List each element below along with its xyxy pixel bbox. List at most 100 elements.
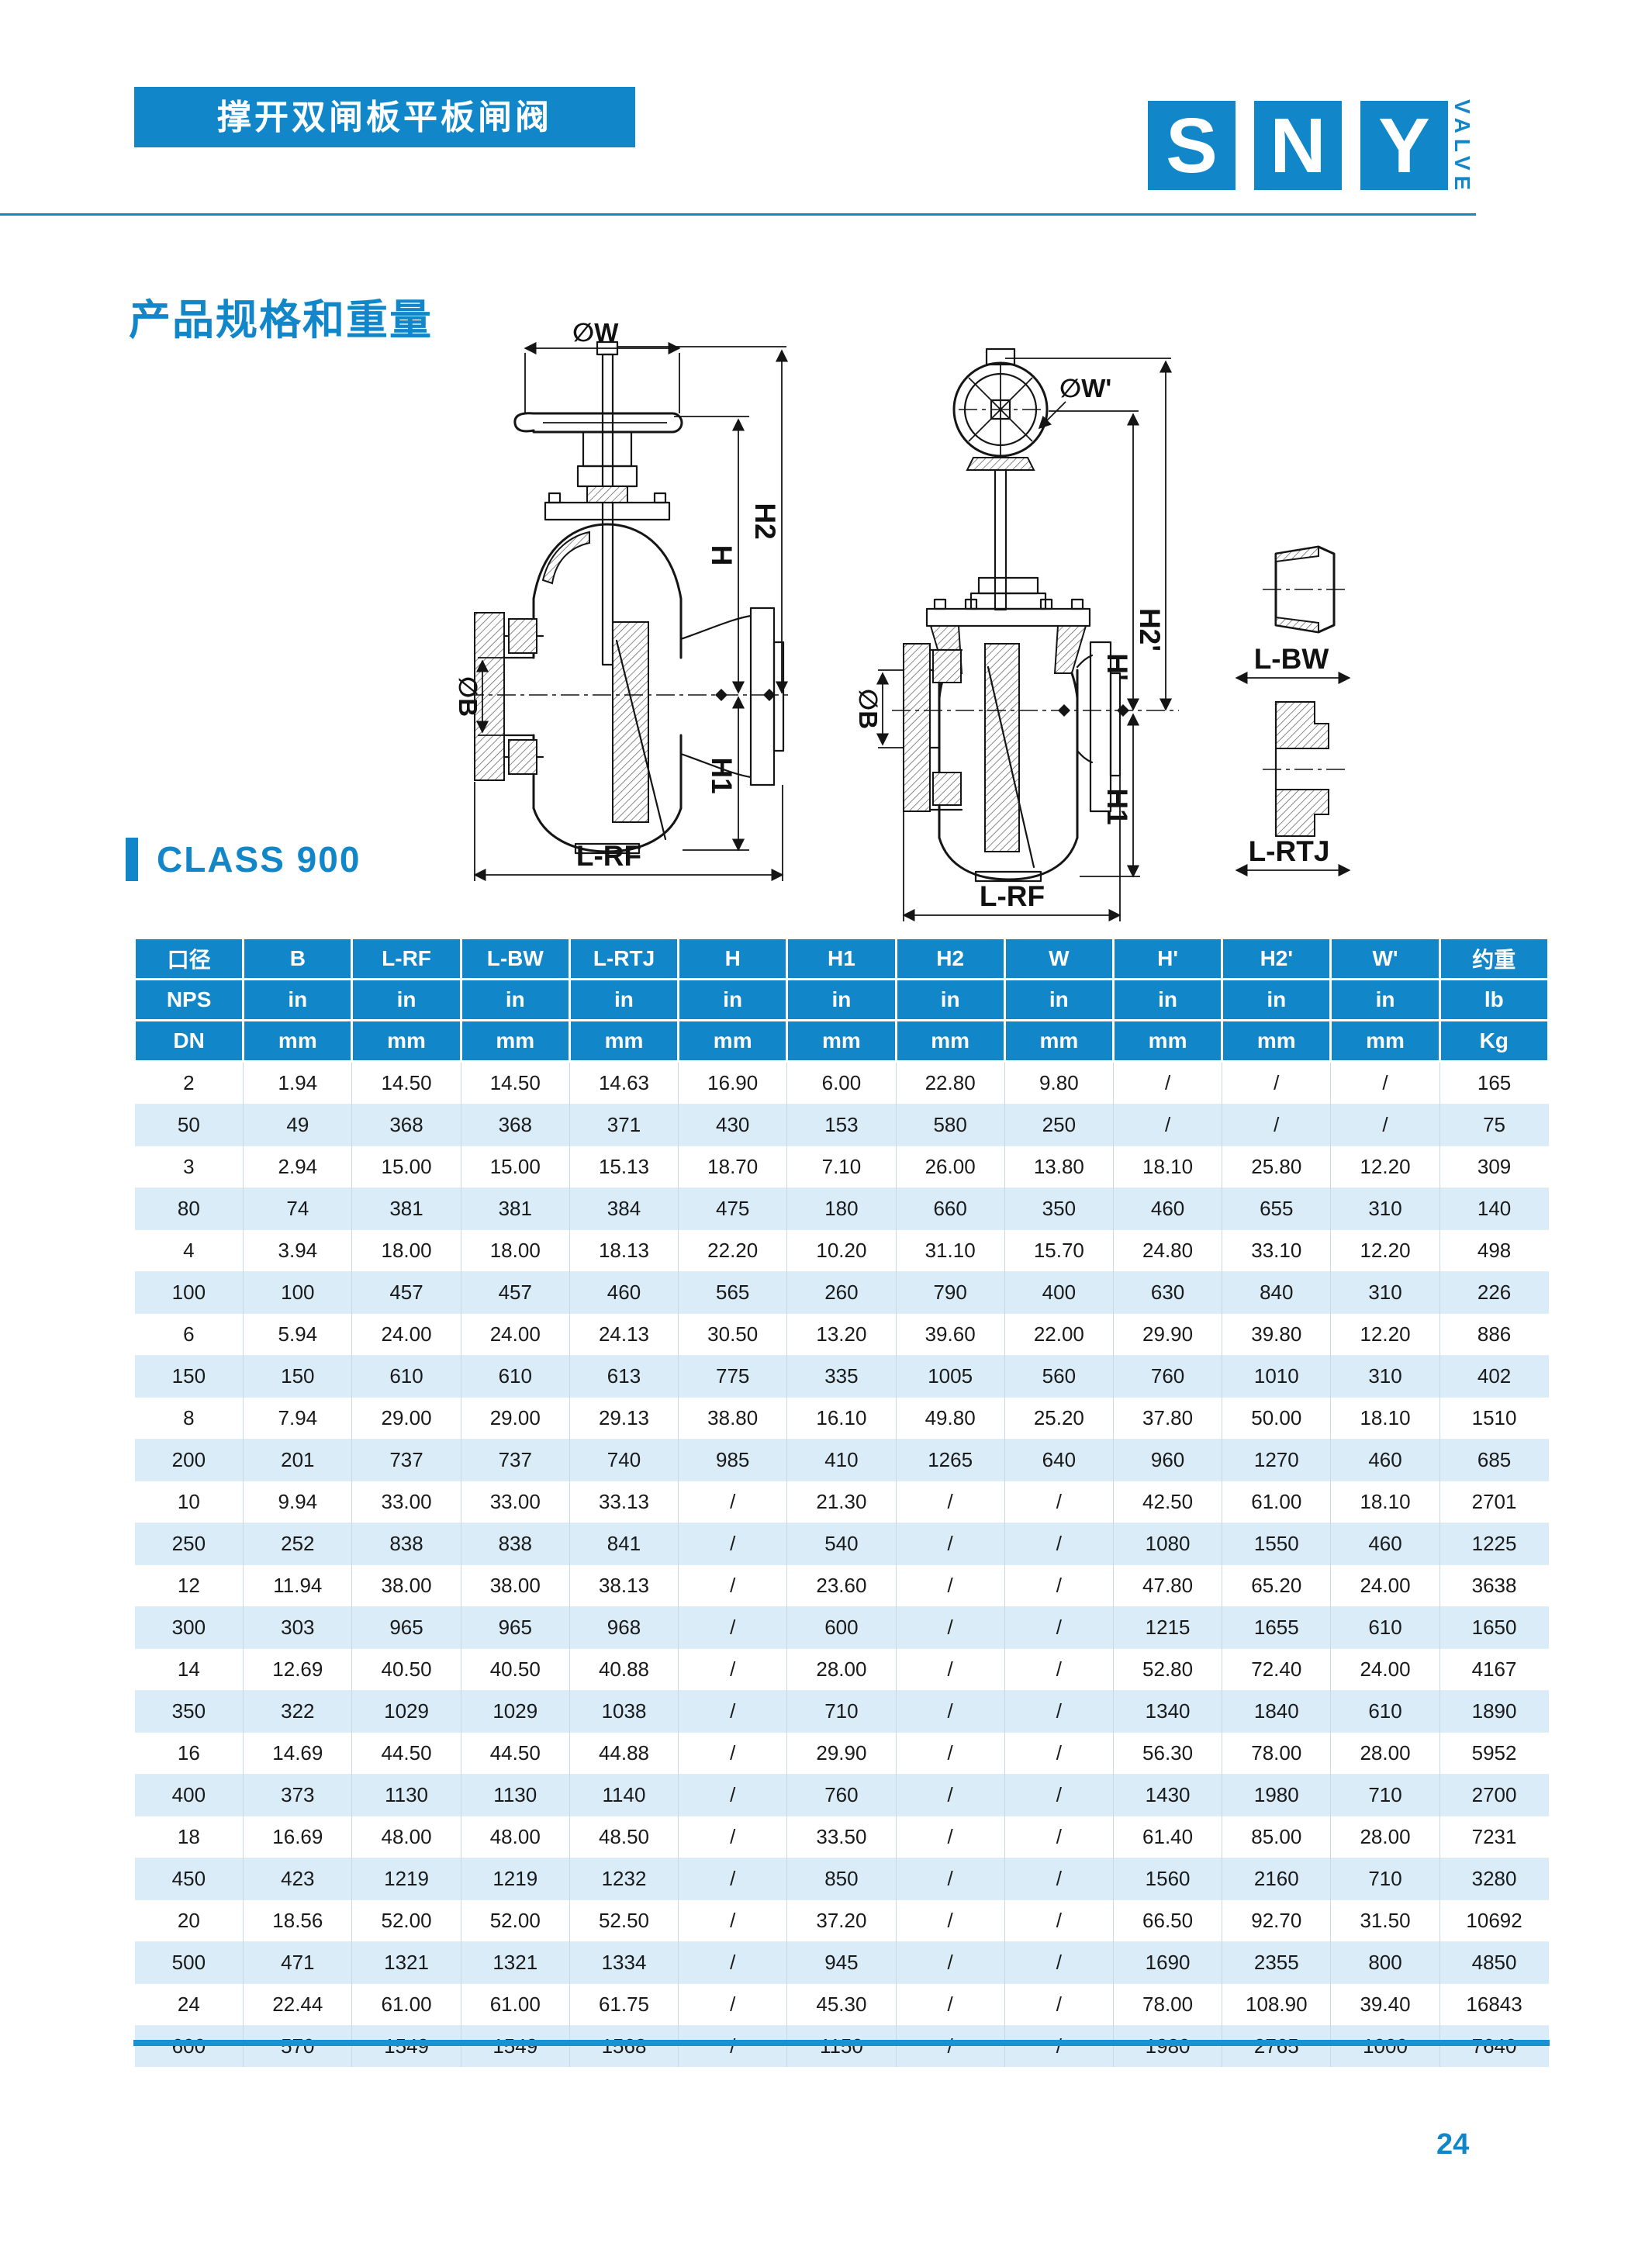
- table-cell: 44.50: [351, 1732, 461, 1775]
- table-cell: 7231: [1439, 1816, 1549, 1858]
- table-cell: 15.70: [1004, 1229, 1114, 1272]
- table-cell: 450: [134, 1858, 244, 1900]
- table-row: 3 2.94 15.00 15.00 15.13 18.70 7.10 26.00 13.80 1…: [134, 1146, 1549, 1188]
- table-cell: 309: [1439, 1146, 1549, 1188]
- table-row: 50 49 368 368 371 430 153 580 250///75: [134, 1104, 1549, 1146]
- table-cell: 960: [1112, 1439, 1223, 1481]
- table-cell: 52.80: [1112, 1648, 1223, 1691]
- table-cell: 560: [1004, 1355, 1114, 1398]
- table-cell: 38.13: [569, 1564, 679, 1607]
- table-cell: 4850: [1439, 1941, 1549, 1984]
- table-cell: 565: [678, 1271, 788, 1314]
- table-cell: /: [1004, 1523, 1114, 1565]
- table-cell: 580: [895, 1104, 1005, 1146]
- table-cell: /: [678, 1732, 788, 1775]
- table-cell: 10692: [1439, 1899, 1549, 1942]
- table-cell: 47.80: [1112, 1564, 1223, 1607]
- header-cell: H2: [894, 937, 1006, 980]
- table-cell: 1549: [351, 2025, 461, 2067]
- table-cell: 18.00: [460, 1229, 570, 1272]
- table-cell: 18.10: [1112, 1146, 1223, 1188]
- valve-drawings: ∅W H2 H H1 ∅B L-RF: [454, 318, 1351, 922]
- table-cell: /: [1004, 1732, 1114, 1775]
- table-cell: 2700: [1439, 1774, 1549, 1816]
- table-cell: 20: [134, 1899, 244, 1942]
- table-cell: 24.80: [1112, 1229, 1223, 1272]
- table-cell: 18.10: [1330, 1481, 1440, 1523]
- header-cell: H2': [1221, 937, 1332, 980]
- table-cell: 1650: [1439, 1606, 1549, 1649]
- table-cell: /: [678, 1481, 788, 1523]
- table-cell: 886: [1439, 1313, 1549, 1356]
- table-cell: 61.75: [569, 1983, 679, 2026]
- table-cell: 37.80: [1112, 1397, 1223, 1440]
- table-cell: 12.69: [243, 1648, 353, 1691]
- table-cell: 78.00: [1222, 1732, 1332, 1775]
- logo-letter-n: N: [1254, 101, 1342, 190]
- table-cell: 1000: [1330, 2025, 1440, 2067]
- table-cell: 180: [786, 1187, 897, 1230]
- table-cell: 52.50: [569, 1899, 679, 1942]
- table-cell: 410: [786, 1439, 897, 1481]
- table-cell: 838: [460, 1523, 570, 1565]
- table-cell: /: [895, 1858, 1005, 1900]
- table-cell: 303: [243, 1606, 353, 1649]
- table-cell: 373: [243, 1774, 353, 1816]
- dim-label-lrf-right: L-RF: [980, 880, 1045, 912]
- table-cell: /: [678, 1941, 788, 1984]
- header-cell: 约重: [1438, 937, 1550, 980]
- table-cell: /: [1004, 1564, 1114, 1607]
- table-cell: 24: [134, 1983, 244, 2026]
- table-cell: /: [678, 1564, 788, 1607]
- table-row: 200 201 737 737 740 985 410 1265 640 960 1270 460 68…: [134, 1439, 1549, 1481]
- table-cell: /: [678, 1816, 788, 1858]
- table-cell: /: [678, 1690, 788, 1733]
- table-cell: 33.50: [786, 1816, 897, 1858]
- table-cell: 39.40: [1330, 1983, 1440, 2026]
- table-bottom-rule: [133, 2040, 1550, 2046]
- header-cell: mm: [242, 1019, 354, 1063]
- table-cell: 1890: [1439, 1690, 1549, 1733]
- table-cell: 850: [786, 1858, 897, 1900]
- header-cell: Kg: [1438, 1019, 1550, 1063]
- table-cell: 38.00: [351, 1564, 461, 1607]
- end-detail-bw: L-BW: [1235, 545, 1351, 685]
- table-cell: /: [895, 1732, 1005, 1775]
- table-cell: 475: [678, 1187, 788, 1230]
- table-cell: 1150: [786, 2025, 897, 2067]
- table-cell: 22.20: [678, 1229, 788, 1272]
- table-cell: 9.80: [1004, 1061, 1114, 1104]
- table-cell: 841: [569, 1523, 679, 1565]
- header-cell: W': [1329, 937, 1441, 980]
- table-cell: 61.40: [1112, 1816, 1223, 1858]
- header-cell: 口径: [133, 937, 245, 980]
- table-cell: 16: [134, 1732, 244, 1775]
- header-cell: in: [459, 978, 571, 1021]
- table-row: 20 18.56 52.00 52.00 52.50/37.20//66.50 92.70…: [134, 1899, 1549, 1942]
- table-cell: 400: [134, 1774, 244, 1816]
- table-cell: 200: [134, 1439, 244, 1481]
- table-cell: 30.50: [678, 1313, 788, 1356]
- header-cell: L-BW: [459, 937, 571, 980]
- table-cell: 44.88: [569, 1732, 679, 1775]
- handwheel-valve-drawing: ∅W H2 H H1 ∅B L-RF: [454, 318, 789, 882]
- table-cell: /: [1222, 1104, 1332, 1146]
- table-cell: /: [895, 1774, 1005, 1816]
- table-cell: 8: [134, 1397, 244, 1440]
- table-cell: 1690: [1112, 1941, 1223, 1984]
- table-cell: 775: [678, 1355, 788, 1398]
- dim-label-b-right: ∅B: [854, 689, 883, 729]
- table-cell: 540: [786, 1523, 897, 1565]
- table-cell: 322: [243, 1690, 353, 1733]
- table-cell: /: [1004, 1983, 1114, 2026]
- table-row: 10 9.94 33.00 33.00 33.13/21.30//42.50 61.00 1…: [134, 1481, 1549, 1523]
- table-header-row: 口径 B L-RF L-BW L-RTJ H H1 H2 W H' H2' W' 约重: [133, 937, 1550, 980]
- sny-logo: S N Y: [1148, 101, 1448, 190]
- table-cell: 1980: [1222, 1774, 1332, 1816]
- table-cell: 61.00: [460, 1983, 570, 2026]
- table-cell: 660: [895, 1187, 1005, 1230]
- table-cell: 14.69: [243, 1732, 353, 1775]
- table-cell: 460: [1330, 1439, 1440, 1481]
- gear-valve-drawing: ∅W' H2' H' H1 ∅B L-RF: [854, 347, 1179, 922]
- table-cell: 2: [134, 1061, 244, 1104]
